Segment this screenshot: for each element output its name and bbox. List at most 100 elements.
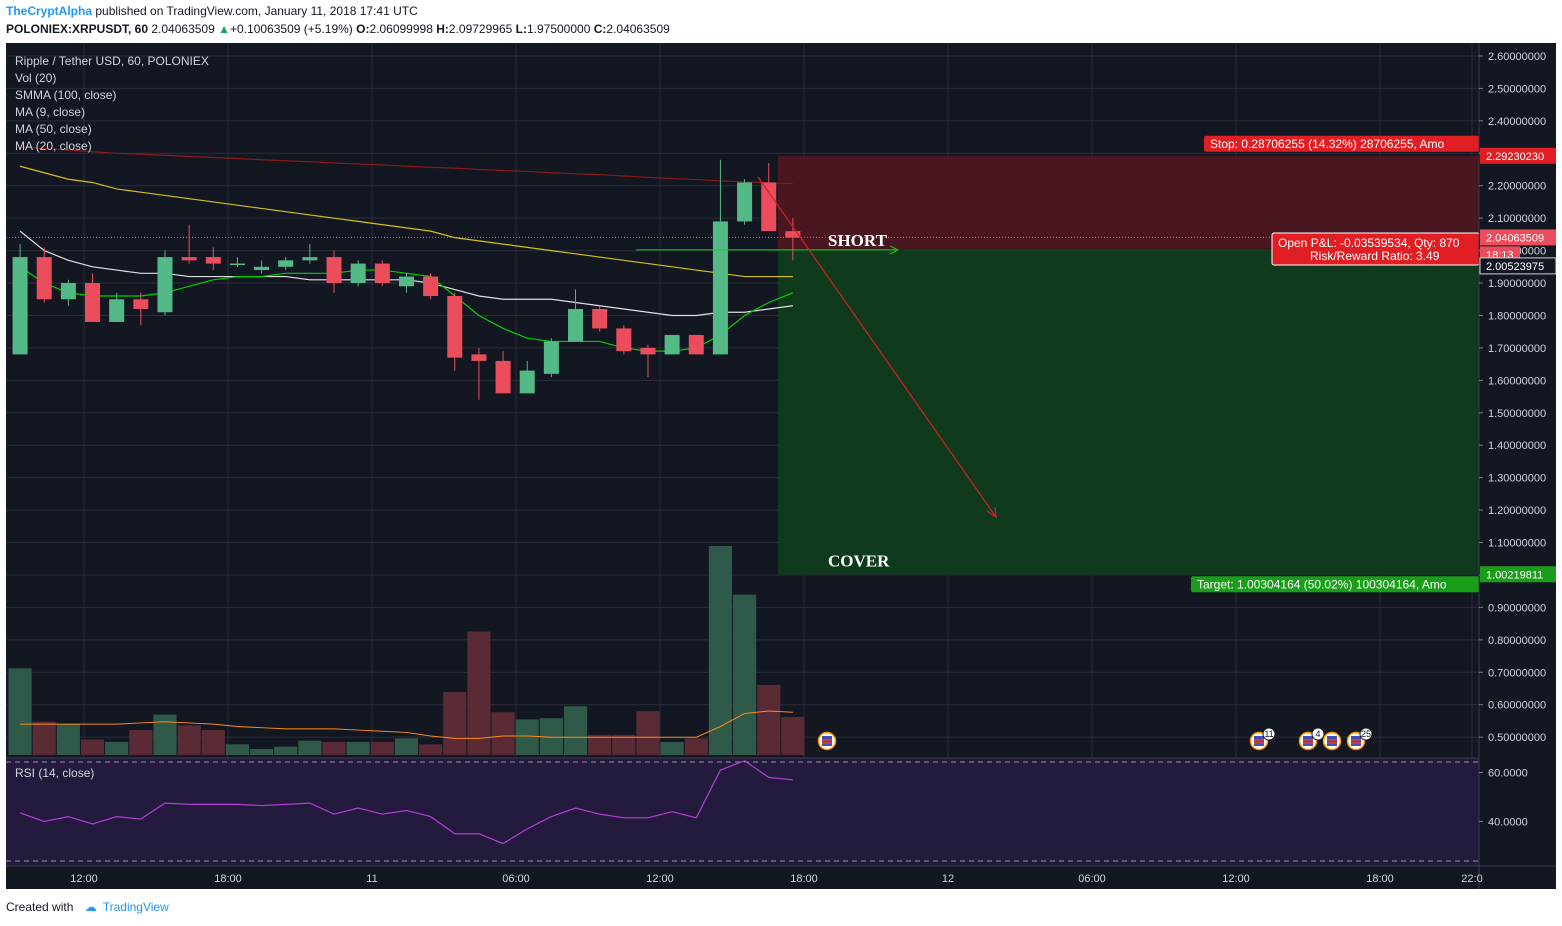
volume-bar: [8, 668, 32, 755]
volume-bar: [491, 712, 515, 755]
ma50-line: [19, 165, 793, 278]
legend-item: Vol (20): [15, 71, 56, 85]
high-value: 2.09729965: [448, 22, 513, 36]
close-label: C:: [593, 22, 607, 36]
legend-item: MA (50, close): [15, 122, 92, 136]
volume-bar: [443, 692, 467, 755]
rsi-pane: [6, 758, 1479, 866]
volume-bar: [660, 741, 684, 755]
price-tick-label: 2.10000000: [1488, 213, 1546, 225]
volume-bar: [322, 741, 346, 755]
price-tick-label: 2.20000000: [1488, 181, 1546, 193]
time-tick-label: 22:0: [1461, 873, 1482, 885]
volume-bar: [733, 594, 757, 755]
smma-line: [20, 146, 793, 185]
low-label: L:: [515, 22, 527, 36]
volume-bar: [612, 734, 636, 755]
annotations-layer: SHORT COVER Stop: 0.28706255 (14.32%) 2870…: [636, 135, 1480, 751]
candle-body: [543, 341, 559, 374]
volume-bar: [346, 741, 370, 755]
target-label-box: [1191, 576, 1479, 593]
candle-body: [592, 308, 608, 329]
price-tick-label: 0.80000000: [1488, 635, 1546, 647]
volume-bar: [419, 744, 443, 755]
price-badge-last: [1480, 229, 1556, 246]
event-badge: [1262, 727, 1276, 741]
price-tick-label: 1.90000000: [1488, 278, 1546, 290]
price-tick-label: 1.20000000: [1488, 505, 1546, 517]
volume-ma-line: [20, 710, 793, 739]
price-tick-label: 0.70000000: [1488, 667, 1546, 679]
event-flag-field: [822, 736, 832, 746]
candle-body: [785, 231, 801, 238]
price-tick-label: 1.80000000: [1488, 310, 1546, 322]
indicator-lines: [6, 146, 1479, 845]
publish-text: published on TradingView.com, January 11…: [92, 4, 418, 18]
volume-bar: [394, 738, 419, 755]
candle-body: [109, 299, 125, 322]
candle-body: [737, 182, 753, 222]
event-flag-field: [1351, 736, 1361, 746]
volume-bar: [588, 734, 612, 755]
price-badge-stop: [1480, 147, 1556, 164]
projection-arrow: [757, 176, 997, 518]
candle-body: [350, 263, 366, 284]
candle-body: [157, 257, 173, 313]
volume-bar: [129, 730, 153, 755]
legend-item: SMMA (100, close): [15, 88, 116, 102]
candle-body: [688, 334, 704, 355]
price-tick-label: 1.30000000: [1488, 473, 1546, 485]
volume-bar: [80, 739, 105, 755]
time-tick-label: 12: [942, 873, 954, 885]
last-price: 2.04063509: [151, 22, 215, 36]
price-badge-text-entry: 2.00523975: [1486, 261, 1544, 273]
volume-bar: [177, 725, 201, 755]
volume-bar: [298, 740, 322, 755]
tradingview-link[interactable]: TradingView: [102, 900, 169, 914]
time-tick-label: 06:00: [502, 873, 530, 885]
open-value: 2.06099998: [369, 22, 433, 36]
volume-bar: [467, 631, 491, 755]
event-badge: [1311, 727, 1325, 741]
price-chart[interactable]: SHORT COVER Stop: 0.28706255 (14.32%) 2870…: [6, 43, 1556, 889]
time-tick-label: 12:00: [646, 873, 674, 885]
candle-body: [326, 257, 342, 284]
price-badge-text-last: 2.04063509: [1486, 232, 1544, 244]
volume-bar: [153, 714, 177, 755]
rsi-tick-label: 60.0000: [1488, 768, 1528, 780]
candle-body: [205, 257, 221, 264]
grid-lines: [6, 43, 1556, 866]
stop-label-box: [1204, 135, 1479, 152]
rsi-tick-label: 40.0000: [1488, 817, 1528, 829]
rsi-legend: RSI (14, close): [15, 766, 94, 780]
pnl-text: Open P&L: -0.03539534, Qty: 870: [1278, 236, 1460, 250]
price-tick-label: 2.60000000: [1488, 51, 1546, 63]
rr-text: Risk/Reward Ratio: 3.49: [1310, 249, 1440, 263]
open-label: O:: [356, 22, 370, 36]
low-value: 1.97500000: [526, 22, 591, 36]
price-tick-label: 1.60000000: [1488, 375, 1546, 387]
candle-body: [302, 257, 318, 261]
volume-layer: [8, 546, 805, 755]
author-link[interactable]: TheCryptAlpha: [6, 4, 93, 18]
tradingview-cloud-icon: ☁: [84, 900, 97, 914]
event-badge-count: 25: [1361, 729, 1371, 739]
target-label-text: Target: 1.00304164 (50.02%) 100304164, A…: [1197, 577, 1447, 591]
volume-bar: [781, 717, 805, 755]
price-tick-label: 0.90000000: [1488, 602, 1546, 614]
volume-bar: [201, 730, 225, 755]
axes-layer: 2.600000002.500000002.400000002.30000000…: [6, 43, 1556, 889]
short-label: SHORT: [828, 231, 888, 250]
close-value: 2.04063509: [606, 22, 670, 36]
price-axis-bg: [1479, 43, 1556, 889]
volume-bar: [757, 684, 781, 755]
price-tick-label: 0.60000000: [1488, 700, 1546, 712]
entry-arrow-head: [889, 245, 900, 255]
volume-bar: [56, 724, 80, 755]
candle-body: [640, 347, 656, 355]
time-tick-label: 12:00: [70, 873, 98, 885]
candle-body: [616, 328, 632, 352]
legend-layer: Ripple / Tether USD, 60, POLONIEX Vol (20…: [15, 54, 209, 780]
price-tick-label: 1.50000000: [1488, 408, 1546, 420]
time-tick-label: 12:00: [1222, 873, 1250, 885]
